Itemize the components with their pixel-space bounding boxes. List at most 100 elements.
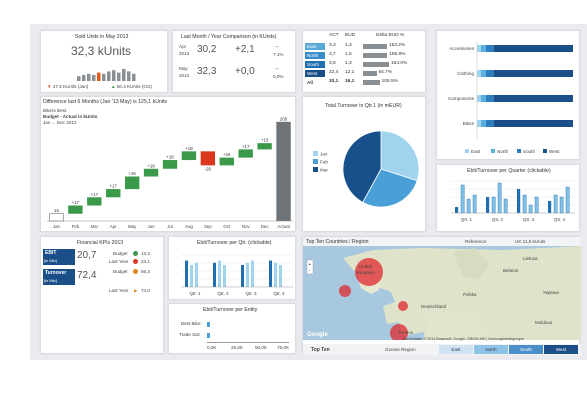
waterfall-bar[interactable] [49, 213, 64, 222]
pie-slice[interactable] [362, 168, 418, 208]
product-bar-segment[interactable] [480, 95, 486, 102]
waterfall-bar[interactable] [219, 157, 234, 166]
region-button-north[interactable]: North [474, 345, 508, 354]
ebit-quarter-bar[interactable] [553, 194, 558, 214]
product-bar-segment[interactable] [493, 120, 573, 127]
ebit-qtr-bottom-bar[interactable] [269, 260, 272, 287]
financial-kpi-panel: Financial KPIs 2013 EBIT [in Mio] 20,7 B… [40, 236, 164, 354]
ebit-quarter-bar[interactable] [503, 198, 508, 214]
svg-text:-: - [309, 268, 311, 274]
pie-legend-label: Jan [320, 152, 328, 157]
waterfall-category-label: May [128, 224, 137, 229]
product-bar-segment[interactable] [493, 70, 573, 77]
ebit-qtr-bottom-bar[interactable] [251, 260, 254, 287]
region-button-west[interactable]: West [544, 345, 578, 354]
product-bar-segment[interactable] [493, 95, 573, 102]
ebit-qtr-bottom-bar[interactable] [274, 262, 277, 287]
product-bar-segment[interactable] [477, 120, 481, 127]
product-category-label: Bikes [463, 121, 475, 126]
sparkbar [77, 76, 81, 81]
pie-slice[interactable] [380, 130, 420, 182]
product-bar-segment[interactable] [485, 120, 494, 127]
product-bar-segment[interactable] [480, 120, 486, 127]
waterfall-bar[interactable] [143, 168, 159, 177]
ebit-qtr-bottom-bar[interactable] [246, 262, 249, 287]
map-panel: Top Ten Countries / Region Reference UK … [302, 236, 581, 355]
sparkbar [92, 75, 96, 81]
ebit-qtr-bottom-panel: Ebit/Turnover per Qtr. (clickable) Qtr. … [168, 236, 296, 300]
region-tag[interactable]: North [305, 52, 325, 59]
ebit-qtr-bottom-bar[interactable] [195, 262, 198, 287]
legend-swatch [543, 149, 547, 153]
sparkbar [117, 72, 121, 81]
ebit-quarter-bar[interactable] [497, 182, 502, 214]
pie-slice[interactable] [342, 130, 382, 203]
ebit-quarter-bar[interactable] [472, 194, 477, 214]
ebit-quarter-bar[interactable] [565, 186, 570, 214]
waterfall-subtitle1: Bikers Best [43, 108, 67, 113]
product-bar-segment[interactable] [480, 70, 486, 77]
ebit-qtr-bottom-bar[interactable] [213, 262, 216, 287]
waterfall-bar[interactable] [238, 149, 253, 158]
region-tag[interactable]: South [305, 61, 325, 68]
region-delta: 153.2% [388, 43, 406, 48]
product-bar-segment[interactable] [493, 45, 573, 52]
ebit-quarter-bar[interactable] [455, 207, 459, 213]
product-bar-segment[interactable] [485, 45, 494, 52]
region-table: ACT BUD Delta BUD % East 3,3 1,3 153.2% … [303, 31, 427, 94]
region-tag[interactable]: West [305, 70, 325, 77]
pie-legend-swatch [313, 151, 318, 156]
region-row[interactable]: North 3,7 1,5 155.8% [303, 52, 427, 59]
product-bar-segment[interactable] [485, 70, 494, 77]
sparkbar [122, 69, 126, 81]
region-row[interactable]: South 3,6 1,3 164.0% [303, 61, 427, 68]
ebit-qtr-bottom-bar[interactable] [279, 265, 282, 287]
waterfall-bar[interactable] [181, 151, 197, 161]
waterfall-bar[interactable] [162, 160, 178, 169]
ebit-quarter-bar[interactable] [466, 198, 471, 214]
ebit-budget-label: Budget [113, 251, 128, 256]
ebit-qtr-bottom-bar[interactable] [223, 265, 226, 287]
ebit-quarter-bar[interactable] [534, 196, 539, 214]
waterfall-bar[interactable] [257, 143, 272, 150]
pie-legend-swatch [313, 159, 318, 164]
waterfall-bar[interactable] [276, 121, 291, 221]
waterfall-bar[interactable] [124, 176, 140, 190]
ebit-qtr-bottom-bar[interactable] [185, 260, 188, 287]
region-row[interactable]: East 3,3 1,3 153.2% [303, 43, 427, 50]
region-row[interactable]: West 22,4 12,1 84.7% [303, 70, 427, 77]
ebit-quarter-bar[interactable] [548, 201, 552, 213]
pie-legend-swatch [313, 167, 318, 172]
waterfall-value-label: +17 [242, 144, 250, 149]
legend-swatch [465, 149, 469, 153]
product-bar-segment[interactable] [480, 45, 486, 52]
waterfall-bar[interactable] [68, 205, 83, 214]
ebit-quarter-bar[interactable] [460, 184, 465, 214]
region-button-south[interactable]: South [509, 345, 543, 354]
comparison-pct: 0,0% [273, 74, 284, 79]
waterfall-bar[interactable] [87, 197, 102, 206]
region-tag[interactable]: All [305, 79, 325, 86]
ebit-quarter-bar[interactable] [559, 196, 564, 214]
legend-swatch [517, 149, 521, 153]
waterfall-bar[interactable] [106, 189, 121, 198]
ebit-quarter-bar[interactable] [486, 197, 490, 213]
region-tag[interactable]: East [305, 43, 325, 50]
ebit-qtr-bottom-bar[interactable] [190, 265, 193, 287]
ebit-qtr-bottom-bar[interactable] [241, 265, 244, 287]
region-button-east[interactable]: East [439, 345, 473, 354]
map-view[interactable]: United Kingdom Lietuva Belarus Polska De… [303, 246, 581, 340]
ebit-quarter-bar[interactable] [491, 196, 496, 214]
waterfall-subtitle2: Budget - Actual in kUnits [43, 114, 98, 119]
product-bar-segment[interactable] [485, 95, 494, 102]
ebit-quarter-bar[interactable] [528, 204, 533, 214]
ebit-quarter-bar[interactable] [522, 194, 527, 214]
ebit-quarter-bar[interactable] [517, 189, 521, 213]
product-bar-segment[interactable] [477, 70, 481, 77]
region-row[interactable]: All 33,1 16,1 105.5% [303, 79, 427, 86]
legend-swatch [491, 149, 495, 153]
ebit-qtr-bottom-bar[interactable] [218, 260, 221, 287]
waterfall-bar[interactable] [200, 151, 216, 166]
product-bar-segment[interactable] [477, 45, 481, 52]
product-bar-segment[interactable] [477, 95, 481, 102]
